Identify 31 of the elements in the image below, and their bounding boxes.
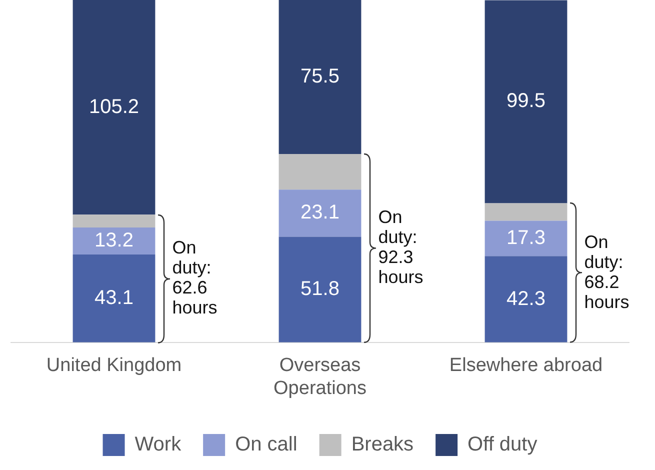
annotation: On duty: 62.6 hours xyxy=(172,238,218,318)
data-label: 23.1 xyxy=(300,202,340,224)
data-label: 105.2 xyxy=(88,96,140,118)
x-tick-label: United Kingdom xyxy=(46,355,182,376)
data-label: 42.3 xyxy=(506,288,546,310)
bar xyxy=(484,256,568,342)
legend-label: Breaks xyxy=(351,434,414,456)
data-label: 99.5 xyxy=(506,90,546,112)
bar xyxy=(484,0,568,204)
data-label: 17.3 xyxy=(506,226,546,249)
legend-label: Off duty xyxy=(468,434,538,456)
bar xyxy=(278,236,362,342)
legend-label: Work xyxy=(134,434,182,456)
annotation: On duty: 68.2 hours xyxy=(584,232,630,312)
bar xyxy=(72,214,156,228)
data-label: 75.5 xyxy=(300,66,340,88)
x-tick-label: Overseas Operations xyxy=(274,355,366,399)
annotation: On duty: 92.3 hours xyxy=(378,207,424,288)
bar xyxy=(72,228,156,254)
bar xyxy=(278,190,362,237)
data-label: 43.1 xyxy=(94,286,134,309)
x-tick-label: Elsewhere abroad xyxy=(449,355,603,376)
bar xyxy=(484,203,568,221)
data-label: 13.2 xyxy=(94,230,134,252)
legend-label: On call xyxy=(235,434,298,456)
data-label: 51.8 xyxy=(300,278,340,300)
bar xyxy=(72,254,156,342)
bar xyxy=(278,0,362,154)
bar xyxy=(484,220,568,256)
bar xyxy=(278,154,362,190)
bar xyxy=(72,0,156,215)
